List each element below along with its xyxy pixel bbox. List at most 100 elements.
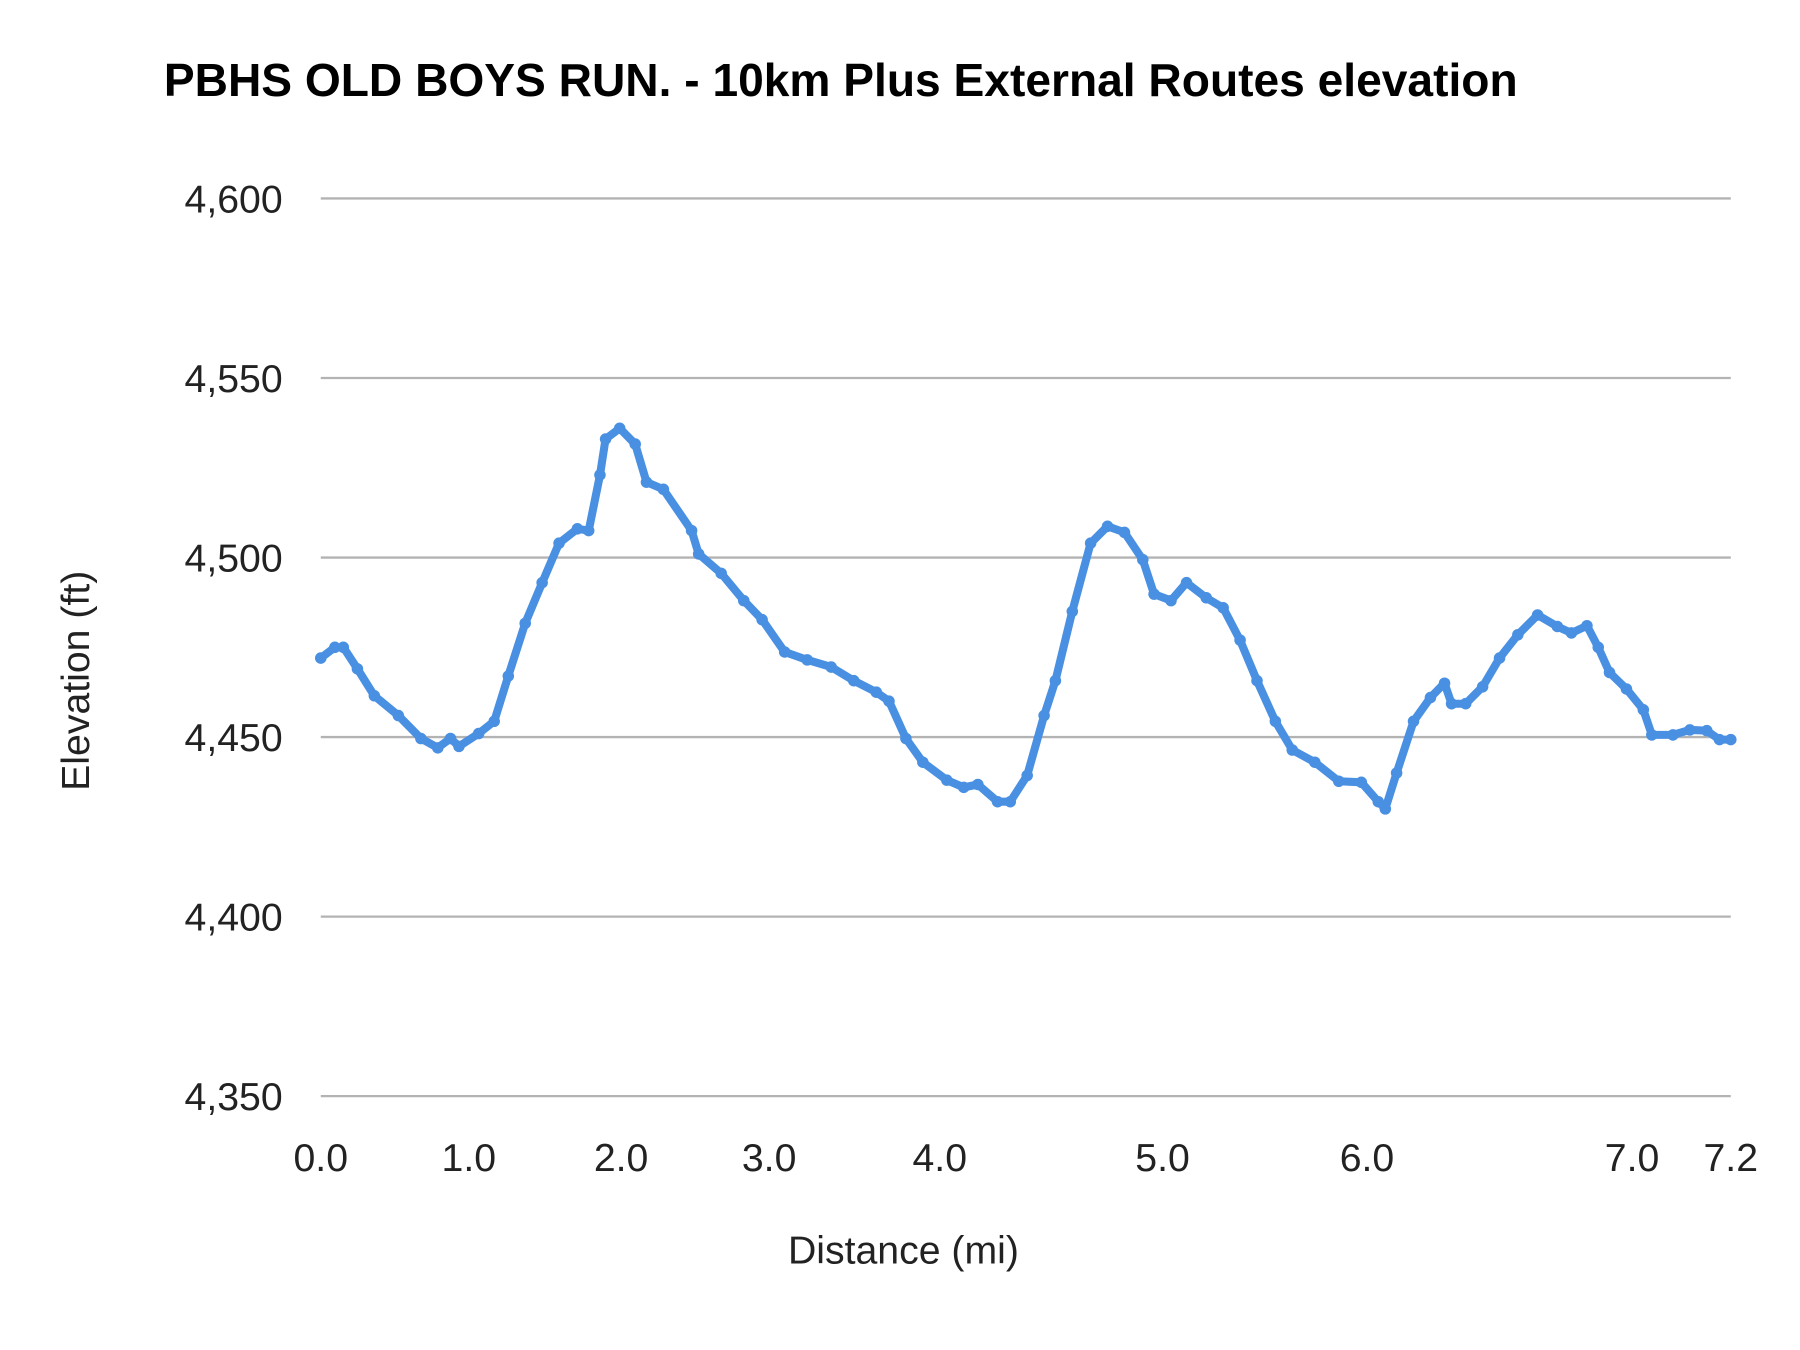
data-point [847,674,860,687]
data-point [1459,697,1472,710]
y-axis-title: Elevation (ft) [54,571,98,791]
x-tick-label: 7.0 [1605,1136,1660,1180]
data-point [1251,674,1263,687]
data-point [900,732,912,745]
data-point [883,695,895,707]
data-point [657,483,670,496]
data-point [536,576,548,589]
data-point [613,422,626,435]
data-point [1269,715,1282,728]
data-point [778,646,791,658]
data-point [1286,744,1299,756]
data-point [1476,681,1489,693]
data-point [1118,526,1131,539]
data-point [444,732,457,745]
y-tick-label: 4,400 [185,895,283,939]
series-line [316,424,1735,813]
x-tick-label: 6.0 [1340,1136,1395,1180]
y-tick-label: 4,500 [185,536,283,580]
x-tick-label: 3.0 [742,1136,797,1180]
data-point [1620,683,1633,695]
data-point [415,732,427,745]
data-point [594,469,606,481]
y-tick-label: 4,600 [185,177,283,221]
data-point [738,594,750,607]
data-point [368,690,381,702]
data-point [1234,634,1246,646]
data-point [1217,602,1229,614]
data-point [1551,620,1564,633]
data-point [1200,591,1213,604]
data-point [1355,776,1368,789]
data-point [1390,767,1403,779]
data-point [1637,704,1650,716]
data-point [957,781,970,794]
data-point [351,663,364,675]
data-point [1424,691,1437,704]
x-tick-label: 4.0 [912,1136,967,1180]
data-point [1603,666,1616,679]
data-point [1309,756,1321,768]
data-point [1646,729,1658,741]
data-point [453,740,465,753]
data-point [1531,609,1544,621]
data-point [329,641,341,654]
data-point [582,524,595,537]
x-tick-label: 2.0 [594,1136,649,1180]
elevation-series [315,422,1737,815]
data-point [1148,588,1160,600]
data-point [715,567,727,580]
data-point [629,438,641,450]
x-tick-label: 1.0 [442,1136,497,1180]
gridlines [320,197,1731,1098]
data-point [392,709,405,722]
x-tick-label: 7.2 [1704,1136,1759,1180]
data-point [571,523,584,535]
data-point [1004,795,1017,808]
data-point [1021,769,1033,782]
data-point [1049,674,1062,687]
data-point [1667,729,1679,741]
data-point [1165,594,1177,607]
data-point [1438,677,1451,689]
data-point [315,652,327,664]
data-point [1379,803,1392,815]
data-point [1137,553,1149,566]
data-point [640,476,653,488]
data-point [1592,641,1604,654]
y-tick-labels: 4,350 4,400 4,450 4,500 4,550 4,600 [185,177,283,1119]
data-point [692,548,705,560]
data-point [599,433,612,445]
data-point [1713,733,1726,746]
data-point [685,524,698,537]
y-tick-label: 4,550 [185,357,283,401]
data-point [1084,537,1097,549]
data-point [432,742,444,754]
data-point [870,686,883,698]
x-tick-labels: 0.0 1.0 2.0 3.0 4.0 5.0 6.0 7.0 7.2 [294,1136,1759,1180]
y-tick-label: 4,450 [185,716,283,760]
data-point [553,537,565,549]
data-point [1101,520,1114,533]
data-point [917,756,929,768]
data-point [1493,652,1506,664]
data-point [1066,605,1079,618]
x-axis-title: Distance (mi) [788,1228,1019,1272]
data-point [972,778,984,791]
data-point [1445,697,1458,710]
data-point [1684,724,1696,736]
x-tick-label: 5.0 [1135,1136,1190,1180]
data-point [488,715,500,728]
data-point [801,654,813,666]
x-tick-label: 0.0 [294,1136,349,1180]
data-point [825,661,837,673]
data-point [756,613,768,626]
data-point [519,617,531,630]
chart-title: PBHS OLD BOYS RUN. - 10km Plus External … [164,54,1518,106]
data-point [1180,576,1193,589]
data-point [1372,795,1385,808]
data-point [1512,628,1524,641]
y-tick-label: 4,350 [185,1075,283,1119]
data-point [1581,619,1593,632]
data-point [502,670,515,682]
